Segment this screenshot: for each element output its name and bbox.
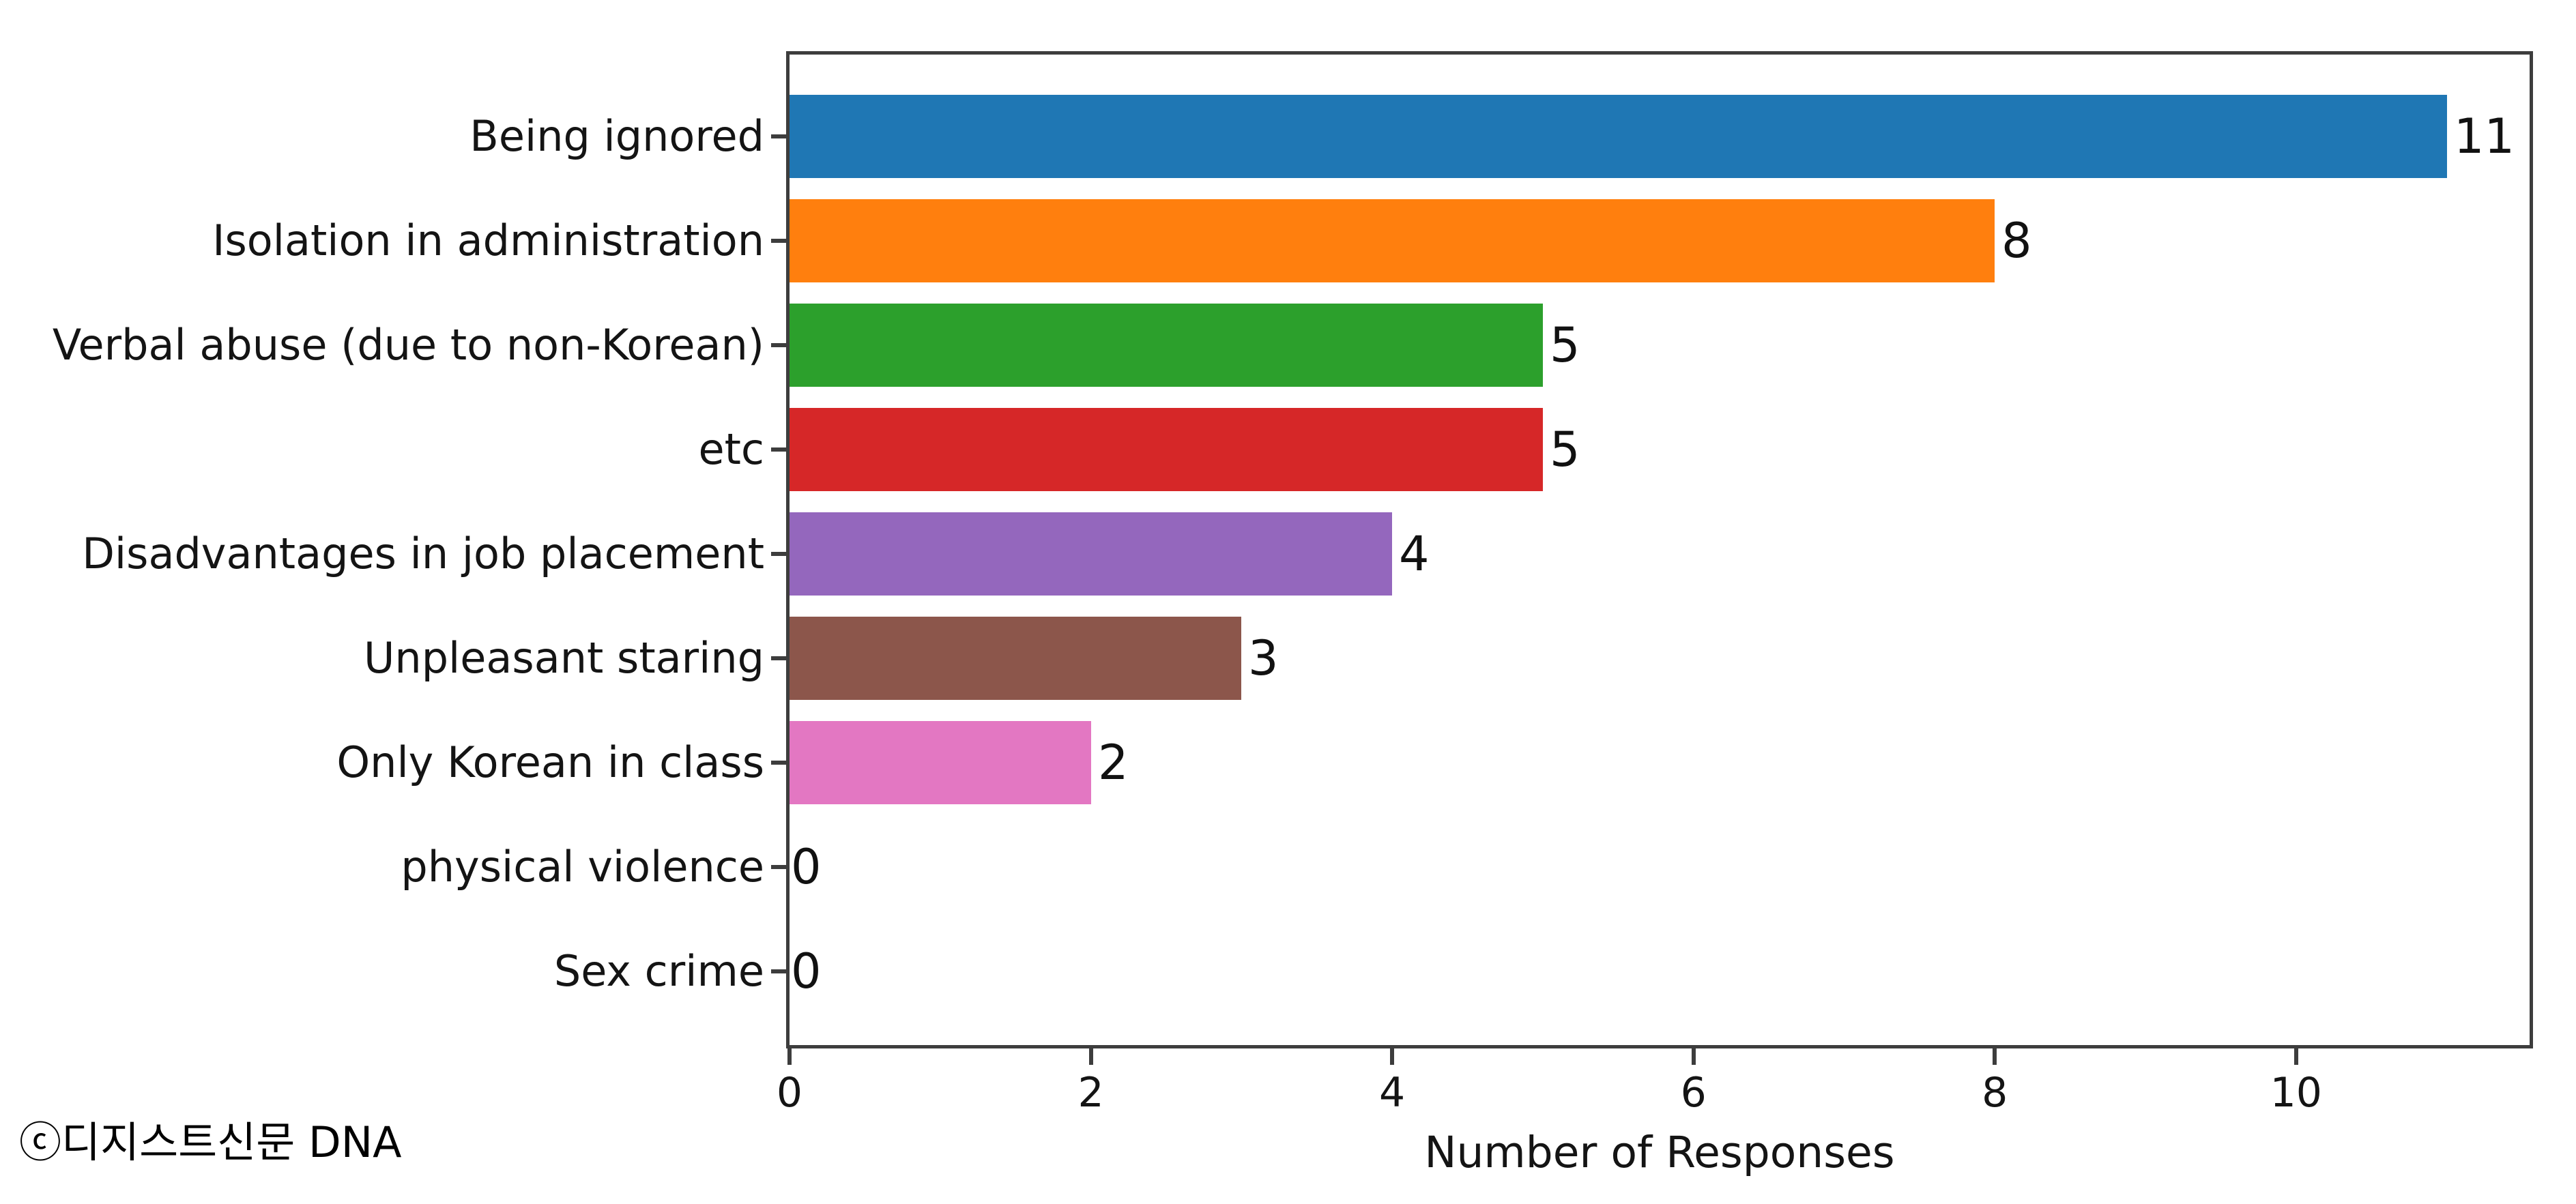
category-label-physical-violence: physical violence (401, 842, 764, 892)
bar-verbal-abuse-due-to-non-korean (790, 304, 1543, 387)
bar-isolation-in-administration (790, 199, 1995, 282)
category-label-sex-crime: Sex crime (553, 946, 764, 996)
value-label-only-korean-in-class: 2 (1098, 735, 1129, 791)
category-label-isolation-in-administration: Isolation in administration (212, 216, 764, 265)
category-label-etc: etc (698, 424, 764, 474)
x-tick-6 (1691, 1048, 1696, 1065)
x-tick-8 (1993, 1048, 1997, 1065)
x-tick-0 (787, 1048, 792, 1065)
x-tick-label-0: 0 (776, 1069, 803, 1117)
bar-unpleasant-staring (790, 617, 1241, 700)
x-tick-label-2: 2 (1077, 1069, 1104, 1117)
value-label-physical-violence: 0 (791, 839, 822, 895)
category-label-verbal-abuse-due-to-non-korean: Verbal abuse (due to non-Korean) (52, 320, 764, 370)
y-tick-physical-violence (771, 865, 786, 869)
y-tick-etc (771, 447, 786, 452)
y-tick-being-ignored (771, 134, 786, 138)
bar-etc (790, 408, 1543, 491)
x-tick-2 (1088, 1048, 1093, 1065)
copyright-watermark: ⓒ디지스트신문 DNA (19, 1117, 402, 1167)
y-tick-sex-crime (771, 969, 786, 973)
x-tick-label-8: 8 (1982, 1069, 2008, 1117)
category-label-disadvantages-in-job-placement: Disadvantages in job placement (82, 529, 764, 578)
x-tick-10 (2293, 1048, 2298, 1065)
value-label-unpleasant-staring: 3 (1248, 630, 1279, 686)
y-tick-unpleasant-staring (771, 656, 786, 660)
value-label-verbal-abuse-due-to-non-korean: 5 (1550, 317, 1580, 373)
category-label-being-ignored: Being ignored (469, 111, 764, 161)
x-tick-label-4: 4 (1379, 1069, 1406, 1117)
bar-being-ignored (790, 95, 2447, 178)
bar-disadvantages-in-job-placement (790, 512, 1392, 596)
y-tick-verbal-abuse-due-to-non-korean (771, 343, 786, 347)
x-axis-title: Number of Responses (1424, 1128, 1895, 1177)
value-label-being-ignored: 11 (2454, 108, 2515, 164)
bar-only-korean-in-class (790, 721, 1091, 804)
x-tick-4 (1390, 1048, 1395, 1065)
x-tick-label-10: 10 (2270, 1069, 2322, 1117)
category-label-only-korean-in-class: Only Korean in class (336, 737, 764, 787)
value-label-disadvantages-in-job-placement: 4 (1399, 526, 1430, 582)
value-label-isolation-in-administration: 8 (2001, 213, 2032, 269)
value-label-etc: 5 (1550, 422, 1580, 478)
category-label-unpleasant-staring: Unpleasant staring (364, 633, 764, 683)
y-tick-only-korean-in-class (771, 761, 786, 765)
y-tick-disadvantages-in-job-placement (771, 552, 786, 556)
x-tick-label-6: 6 (1680, 1069, 1707, 1117)
y-tick-isolation-in-administration (771, 239, 786, 243)
value-label-sex-crime: 0 (791, 943, 822, 999)
